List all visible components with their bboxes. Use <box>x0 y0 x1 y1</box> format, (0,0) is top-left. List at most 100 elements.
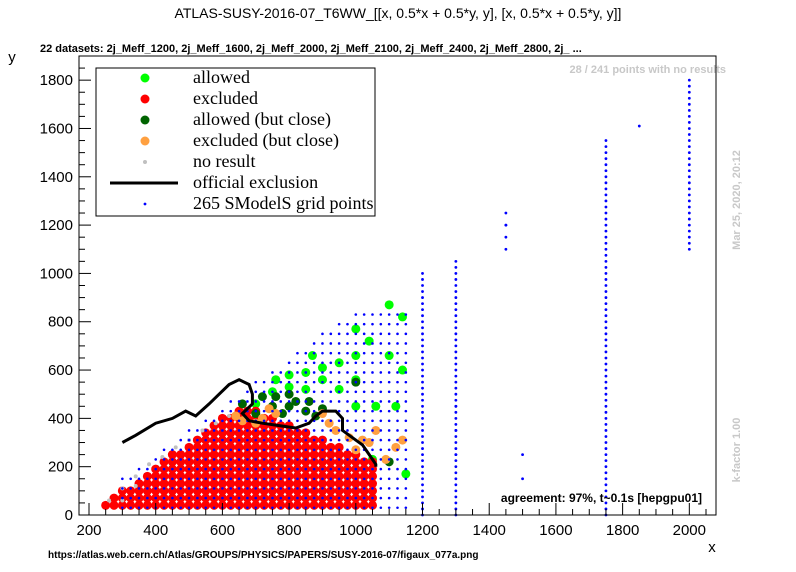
grid-point <box>454 350 458 354</box>
grid-point <box>229 496 233 500</box>
grid-point <box>312 390 316 394</box>
grid-point <box>371 351 374 355</box>
grid-point <box>221 409 224 413</box>
grid-point <box>287 487 291 490</box>
point-excluded <box>201 457 211 467</box>
grid-point <box>262 419 266 423</box>
grid-point <box>421 495 424 499</box>
legend-marker <box>140 94 150 104</box>
grid-point <box>371 322 374 326</box>
grid-point <box>321 506 324 510</box>
grid-point <box>329 467 333 471</box>
grid-point <box>379 419 383 423</box>
point-excluded <box>351 471 361 481</box>
grid-point <box>454 320 458 324</box>
point-excluded <box>251 442 261 452</box>
grid-point <box>687 229 691 233</box>
grid-point <box>454 483 458 487</box>
grid-point <box>187 429 191 432</box>
grid-point <box>262 438 266 442</box>
y-axis-label: y <box>8 49 16 66</box>
grid-point <box>204 438 208 442</box>
point-excluded <box>334 479 344 489</box>
grid-point <box>604 477 608 481</box>
grid-point <box>604 181 608 185</box>
grid-point <box>521 477 524 481</box>
point-excluded <box>234 486 244 496</box>
point-excluded <box>367 471 377 481</box>
grid-point <box>121 496 124 500</box>
grid-point <box>379 467 383 471</box>
grid-point <box>271 390 274 394</box>
point-excluded <box>226 428 236 438</box>
point-excluded <box>259 471 269 481</box>
grid-point <box>262 487 266 490</box>
grid-point <box>271 438 274 442</box>
grid-point <box>304 458 308 461</box>
grid-point <box>387 409 391 413</box>
grid-point <box>129 477 132 481</box>
grid-point <box>637 124 641 128</box>
point-allowed <box>351 324 361 334</box>
grid-point <box>379 351 383 355</box>
point-excluded <box>242 442 252 452</box>
grid-point <box>154 477 158 481</box>
grid-point <box>687 181 691 185</box>
point-excluded <box>201 500 211 510</box>
point-no-result <box>227 413 232 418</box>
grid-point <box>604 169 608 173</box>
point-excluded <box>192 442 202 452</box>
point-excluded <box>234 457 244 467</box>
grid-point <box>362 332 366 336</box>
grid-point <box>354 342 358 345</box>
grid-point <box>504 223 508 227</box>
grid-point <box>604 453 608 457</box>
point-allowed-but-close <box>284 389 294 399</box>
grid-point <box>146 487 149 490</box>
grid-point <box>604 302 608 306</box>
k-factor-label: k-factor 1.00 <box>731 418 743 483</box>
legend-label: allowed (but close) <box>193 109 331 130</box>
grid-point <box>454 278 458 281</box>
grid-point <box>221 429 224 432</box>
grid-point <box>454 265 458 269</box>
grid-point <box>454 368 458 372</box>
grid-point <box>454 392 458 396</box>
grid-point <box>687 151 691 155</box>
grid-point <box>687 235 691 239</box>
grid-point <box>287 429 291 432</box>
grid-point <box>146 506 149 510</box>
grid-point <box>279 448 283 452</box>
grid-point <box>454 308 458 312</box>
x-tick-label: 1600 <box>539 522 572 539</box>
grid-point <box>304 506 308 510</box>
grid-point <box>687 199 691 203</box>
point-excluded <box>301 442 311 452</box>
grid-point <box>371 313 374 316</box>
point-excluded <box>201 450 211 460</box>
grid-point <box>312 380 316 384</box>
grid-point <box>604 139 608 142</box>
grid-point <box>287 438 291 442</box>
point-excluded <box>226 486 236 496</box>
point-excluded <box>217 421 227 431</box>
grid-point <box>296 351 299 355</box>
grid-point <box>329 351 333 355</box>
grid-point <box>121 487 124 490</box>
grid-point <box>379 380 383 384</box>
point-excluded <box>317 479 327 489</box>
grid-point <box>687 121 691 124</box>
grid-point <box>321 467 324 471</box>
grid-point <box>421 272 424 275</box>
grid-point <box>604 392 608 396</box>
grid-point <box>262 506 266 510</box>
grid-point <box>287 419 291 423</box>
grid-point <box>687 187 691 191</box>
x-axis-label: x <box>708 539 716 556</box>
point-excluded <box>151 486 161 496</box>
grid-point <box>604 423 608 426</box>
grid-point <box>121 506 124 510</box>
point-excluded <box>176 471 186 481</box>
grid-point <box>604 175 608 179</box>
